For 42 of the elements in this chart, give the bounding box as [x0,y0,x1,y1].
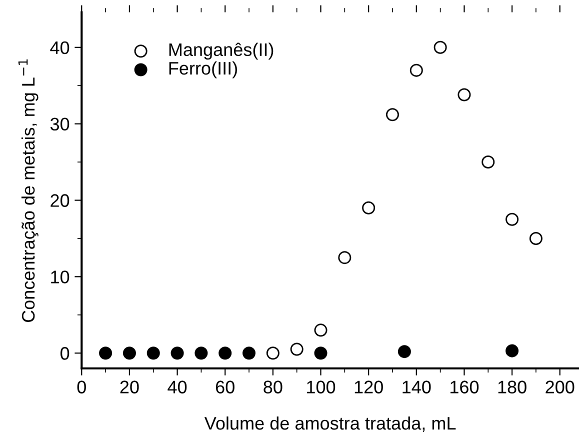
point [506,344,519,358]
point [122,346,136,360]
point [218,346,232,360]
point [146,346,160,360]
point [314,324,328,337]
y-axis-title: Concentração de metais, mg L$^{−1}$ [18,59,38,322]
x-tick-label: 40 [168,380,187,394]
x-tick-label: 20 [120,380,139,394]
y-tick-label: 30 [50,118,70,131]
point [242,346,256,360]
y-tick-label: 40 [50,41,70,54]
legend-label: Ferro(III) [169,61,237,78]
point [99,346,112,360]
point [170,346,184,360]
point [266,346,280,360]
x-tick-label: 60 [216,380,234,394]
point [458,88,471,102]
point [434,40,447,54]
x-tick-label: 0 [77,380,86,394]
x-tick-label: 160 [450,380,479,394]
point [410,64,423,77]
x-tick-label: 200 [546,380,574,394]
x-tick-label: 100 [307,380,336,394]
x-tick-label: 120 [354,380,383,394]
x-tick-label: 140 [402,380,431,394]
y-tick-label: 0 [60,347,70,360]
y-tick-label: 20 [50,194,70,207]
x-tick-label: 180 [498,380,526,394]
point [290,342,304,356]
point [386,108,399,122]
point [506,212,519,226]
point [314,346,328,360]
x-tick-label: 80 [264,380,282,394]
legend-label: Manganês(II) [169,42,274,60]
point [362,201,376,214]
point [338,251,352,264]
x-axis-title: Volume de amostra tratada, mL [204,416,456,432]
point [398,345,411,358]
point [482,156,495,169]
y-tick-label: 10 [51,270,70,284]
point [529,232,542,245]
point [194,346,208,360]
